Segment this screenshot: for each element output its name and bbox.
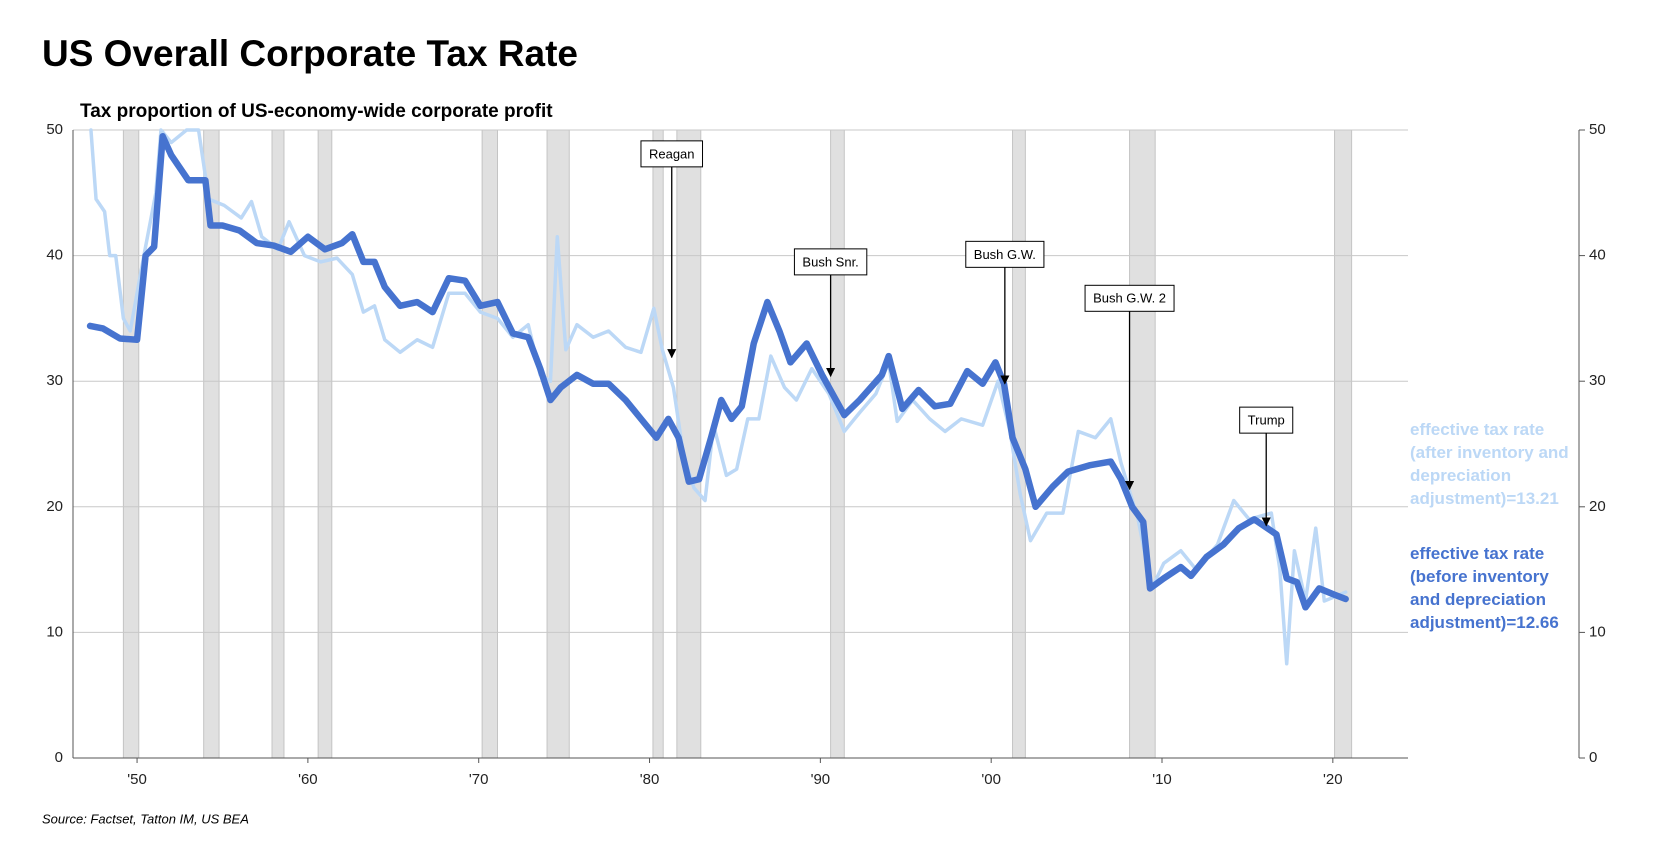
- y2-tick-label: 30: [1589, 372, 1606, 389]
- annotation-label: Trump: [1248, 413, 1285, 428]
- legend-label: effective tax rate (before inventory and…: [1410, 544, 1559, 632]
- x-tick-label: '10: [1152, 771, 1172, 788]
- x-tick-label: '00: [981, 771, 1001, 788]
- annotation-box: [1239, 406, 1294, 434]
- y-tick-label: 20: [46, 498, 63, 515]
- recession-band: [546, 129, 570, 759]
- x-tick-label: '20: [1323, 771, 1343, 788]
- y-tick-label: 10: [46, 623, 63, 640]
- recession-band: [317, 129, 333, 759]
- annotation-box: [793, 248, 868, 276]
- recession-band: [1129, 129, 1156, 759]
- annotation-label: Bush G.W.: [974, 247, 1036, 262]
- recession-band: [271, 129, 285, 759]
- y2-tick-label: 0: [1589, 749, 1597, 766]
- x-tick-label: '60: [298, 771, 318, 788]
- x-tick-label: '70: [469, 771, 489, 788]
- y2-tick-label: 50: [1589, 121, 1606, 138]
- annotation-box: [965, 240, 1045, 268]
- y-tick-label: 0: [55, 749, 63, 766]
- y2-tick-label: 10: [1589, 623, 1606, 640]
- annotation-box: [640, 140, 704, 168]
- annotation-label: Bush Snr.: [802, 254, 858, 269]
- x-tick-label: '80: [640, 771, 660, 788]
- y-tick-label: 40: [46, 247, 63, 264]
- legend-label: effective tax rate (after inventory and …: [1410, 420, 1569, 508]
- y-tick-label: 50: [46, 121, 63, 138]
- annotation-box: [1084, 284, 1175, 312]
- source-note: Source: Factset, Tatton IM, US BEA: [42, 811, 249, 826]
- recession-band: [652, 129, 664, 759]
- recession-band: [830, 129, 845, 759]
- y2-tick-label: 40: [1589, 247, 1606, 264]
- chart-subtitle: Tax proportion of US-economy-wide corpor…: [80, 101, 553, 122]
- recession-band: [1334, 129, 1353, 759]
- annotation-label: Reagan: [649, 146, 695, 161]
- y2-tick-label: 20: [1589, 498, 1606, 515]
- chart-title: US Overall Corporate Tax Rate: [42, 33, 578, 74]
- x-tick-label: '90: [811, 771, 831, 788]
- legend-entry: effective tax rate (after inventory and …: [1410, 420, 1569, 508]
- series-line: [86, 133, 1349, 611]
- annotation-label: Bush G.W. 2: [1093, 291, 1166, 306]
- legend-entry: effective tax rate (before inventory and…: [1410, 544, 1559, 632]
- y-tick-label: 30: [46, 372, 63, 389]
- recession-band: [122, 129, 140, 759]
- recession-band: [481, 129, 499, 759]
- x-tick-label: '50: [127, 771, 147, 788]
